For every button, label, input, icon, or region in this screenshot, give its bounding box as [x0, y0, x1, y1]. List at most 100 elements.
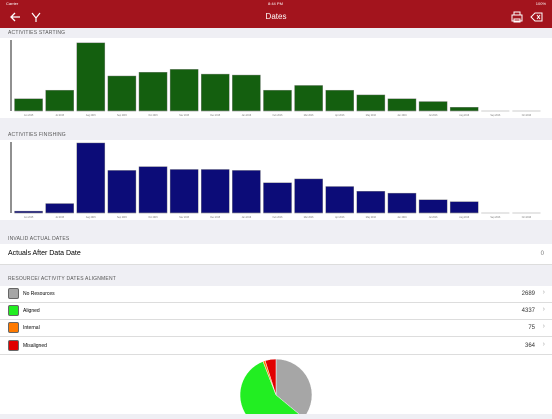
alignment-pie-chart	[239, 358, 313, 419]
chevron-right-icon: ›	[542, 306, 545, 313]
legend-swatch-no-resources	[8, 288, 19, 299]
x-tick-label: May 2016	[366, 115, 377, 117]
bar[interactable]	[232, 74, 261, 112]
bar[interactable]	[169, 169, 199, 214]
page-title: Dates	[265, 12, 287, 21]
chevron-right-icon: ›	[542, 323, 545, 330]
pie-slice[interactable]	[264, 358, 277, 396]
legend-swatch-misaligned	[8, 340, 19, 351]
bar[interactable]	[76, 42, 106, 112]
alignment-label: Misaligned	[23, 343, 47, 349]
x-tick-label: Mar 2016	[304, 216, 314, 219]
activities-finishing-chart: Jun 2015 Jul 2015 Aug 2015 Sep 2015 Oct 2015…	[10, 142, 541, 219]
activities-starting-chart: Jun 2015 Jul 2015 Aug 2015 Sep 2015 Oct 2015…	[10, 40, 541, 117]
bar[interactable]	[263, 89, 292, 112]
bar[interactable]	[232, 170, 261, 214]
chevron-right-icon: ›	[542, 289, 545, 296]
x-tick-label: Sep 2015	[117, 217, 128, 219]
x-tick-label: Oct 2015	[148, 114, 158, 117]
bar[interactable]	[14, 98, 43, 112]
bar[interactable]	[45, 89, 74, 112]
bar[interactable]	[356, 191, 386, 214]
bar[interactable]	[138, 166, 168, 214]
alignment-pie-panel	[0, 355, 552, 419]
bar[interactable]	[263, 182, 292, 214]
x-tick-label: Jan 2016	[242, 115, 252, 117]
x-tick-label: Feb 2016	[273, 115, 283, 117]
x-tick-label: Jul 2015	[55, 115, 64, 117]
x-tick-label: Oct 2016	[522, 114, 532, 117]
x-tick-label: Dec 2015	[210, 217, 221, 219]
section-header-starting: ACTIVITIES STARTING	[8, 30, 66, 36]
nav-bar: Dates	[0, 6, 552, 28]
alignment-row-aligned[interactable]: Aligned 4337 ›	[0, 303, 552, 320]
x-tick-label: Sep 2016	[490, 217, 501, 219]
x-tick-label: Jun 2015	[24, 217, 34, 219]
bar[interactable]	[449, 201, 479, 214]
alignment-value: 2689	[521, 291, 535, 297]
x-tick-label: Jul 2016	[429, 217, 438, 219]
x-tick-label: Oct 2016	[522, 216, 532, 219]
section-header-finishing: ACTIVITIES FINISHING	[8, 132, 66, 138]
x-tick-label: Apr 2016	[335, 114, 345, 117]
alignment-row-internal[interactable]: Internal 75 ›	[0, 320, 552, 337]
tag-back-icon[interactable]	[529, 10, 543, 24]
x-tick-label: Jun 2016	[397, 217, 407, 219]
alignment-label: Aligned	[23, 308, 40, 314]
actuals-after-value: 0	[540, 251, 544, 257]
bar[interactable]	[325, 89, 354, 112]
x-tick-label: Jul 2016	[429, 115, 438, 117]
x-tick-label: Oct 2015	[148, 216, 158, 219]
alignment-label: No Resources	[23, 291, 55, 297]
bar[interactable]	[201, 73, 230, 112]
x-tick-label: Sep 2016	[490, 115, 501, 117]
bar[interactable]	[387, 192, 417, 214]
x-tick-label: Nov 2015	[179, 217, 190, 219]
x-tick-label: Feb 2016	[273, 217, 283, 219]
bar[interactable]	[387, 98, 417, 112]
bar[interactable]	[107, 75, 137, 112]
clock-label: 8:44 PM	[268, 1, 283, 6]
pie-slice[interactable]	[275, 358, 313, 419]
x-tick-label: Jul 2015	[55, 217, 64, 219]
bar[interactable]	[14, 210, 43, 214]
x-tick-label: Jun 2016	[397, 115, 407, 117]
x-tick-label: Dec 2015	[210, 115, 221, 117]
status-bar: Carrier 8:44 PM 100%	[0, 0, 552, 6]
bar[interactable]	[76, 142, 106, 214]
x-tick-label: Aug 2015	[86, 114, 97, 117]
section-header-invalid: INVALID ACTUAL DATES	[8, 236, 70, 242]
filter-icon[interactable]	[29, 10, 43, 24]
bar[interactable]	[294, 85, 323, 112]
alignment-row-no-resources[interactable]: No Resources 2689 ›	[0, 286, 552, 303]
x-tick-label: Apr 2016	[335, 216, 345, 219]
x-tick-label: Aug 2016	[459, 114, 470, 117]
carrier-label: Carrier	[6, 1, 19, 6]
x-tick-label: Nov 2015	[179, 115, 190, 117]
alignment-row-misaligned[interactable]: Misaligned 364 ›	[0, 337, 552, 355]
x-tick-label: Sep 2015	[117, 115, 128, 117]
alignment-value: 4337	[521, 308, 535, 314]
battery-label: 100%	[535, 1, 546, 6]
bar[interactable]	[356, 94, 386, 112]
alignment-value: 75	[528, 325, 535, 331]
chevron-right-icon: ›	[542, 341, 545, 348]
bar[interactable]	[107, 170, 137, 214]
bar[interactable]	[45, 203, 74, 214]
x-tick-label: Aug 2016	[459, 216, 470, 219]
print-icon[interactable]	[510, 10, 524, 24]
bar[interactable]	[201, 169, 230, 214]
x-tick-label: Mar 2016	[304, 114, 314, 117]
x-tick-label: Aug 2015	[86, 216, 97, 219]
back-arrow-icon[interactable]	[8, 10, 22, 24]
x-tick-label: May 2016	[366, 217, 377, 219]
bar[interactable]	[449, 107, 479, 112]
starting-chart-panel: Jun 2015 Jul 2015 Aug 2015 Sep 2015 Oct 2015…	[0, 38, 552, 118]
bar[interactable]	[138, 71, 168, 112]
bar[interactable]	[418, 199, 448, 214]
actuals-after-row[interactable]: Actuals After Data Date 0	[0, 244, 552, 265]
bar[interactable]	[418, 101, 448, 112]
bar[interactable]	[294, 178, 323, 214]
bar[interactable]	[169, 69, 199, 112]
bar[interactable]	[325, 186, 354, 214]
